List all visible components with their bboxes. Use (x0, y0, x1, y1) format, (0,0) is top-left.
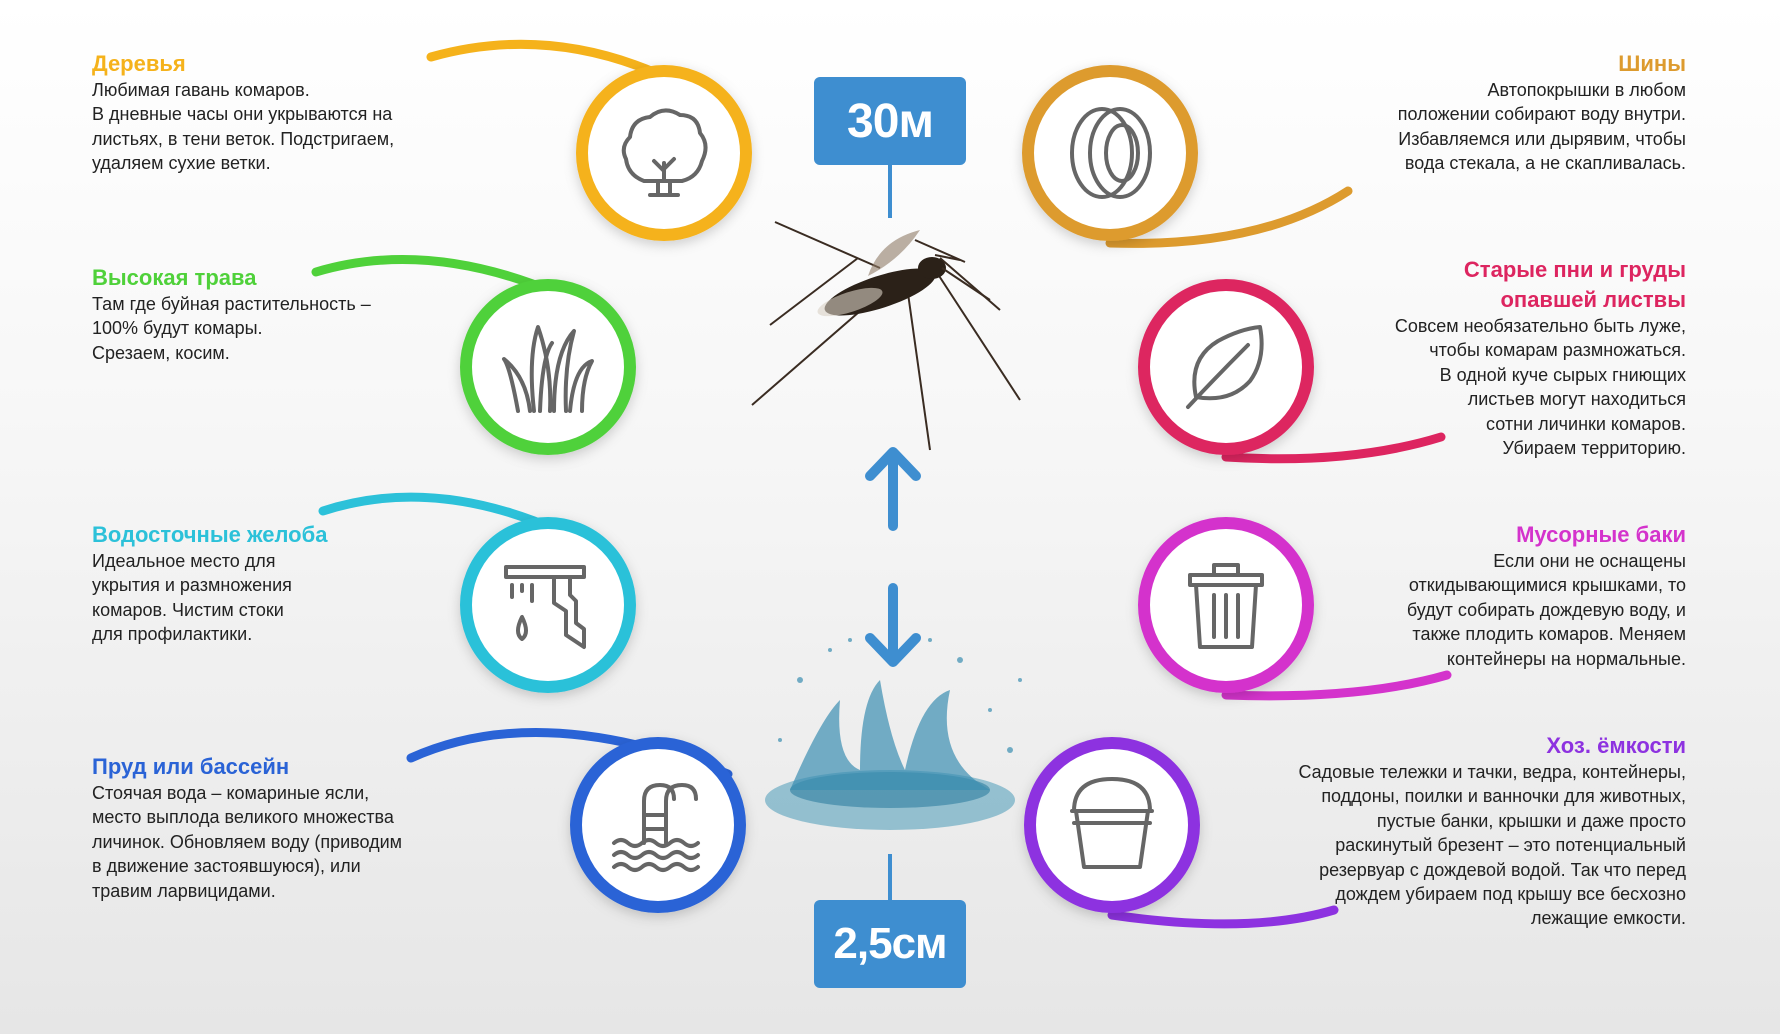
flight-height-badge: 30м (814, 77, 966, 165)
gutters-circle (460, 517, 636, 693)
arrow-down-icon (865, 583, 921, 667)
trees-block: Деревья Любимая гавань комаров. В дневны… (92, 51, 394, 176)
tires-circle (1022, 65, 1198, 241)
text-line: дождем убираем под крышу все бесхозно (1335, 884, 1686, 905)
text-line: контейнеры на нормальные. (1446, 648, 1686, 669)
pool-title: Пруд или бассейн (92, 754, 290, 779)
text-line: удаляем сухие ветки. (92, 153, 271, 174)
pool-circle (570, 737, 746, 913)
tire-icon (1070, 107, 1152, 199)
text-line: Убираем территорию. (1502, 438, 1686, 459)
text-line: 100% будут комары. (92, 318, 263, 339)
text-line: будут собирать дождевую воду, и (1406, 599, 1686, 620)
text-line: резервуар с дождевой водой. Так что пере… (1319, 859, 1686, 880)
containers-block: Хоз. ёмкости Садовые тележки и тачки, ве… (1298, 733, 1686, 931)
tree-icon (621, 108, 708, 197)
text-line: чтобы комарам размножаться. (1429, 340, 1686, 361)
text-line: Любимая гавань комаров. (92, 80, 310, 100)
text-line: Автопокрышки в любом (1487, 80, 1686, 100)
leaves-tail (1221, 432, 1446, 464)
trash-tail (1221, 670, 1452, 701)
tires-block: Шины Автопокрышки в любом положении соби… (1398, 51, 1686, 176)
trees-circle (576, 65, 752, 241)
mosquito-image (751, 221, 1021, 451)
leaves-block: Старые пни и груды опавшей листвы Совсем… (1395, 257, 1686, 460)
trash-icon (1188, 563, 1264, 649)
grass-icon (502, 325, 594, 413)
text-line: раскинутый брезент – это потенциальный (1335, 835, 1686, 856)
gutter-icon (504, 565, 586, 649)
text-line: сотни личинки комаров. (1486, 413, 1686, 434)
bucket-icon (1070, 777, 1154, 869)
text-line: откидывающимися крышками, то (1408, 575, 1686, 596)
pool-icon (612, 783, 700, 872)
text-line: Садовые тележки и тачки, ведра, контейне… (1298, 762, 1686, 782)
text-line: Избавляемся или дырявим, чтобы (1398, 128, 1686, 149)
water-splash-image (765, 638, 1022, 830)
text-line: положении собирают воду внутри. (1397, 104, 1686, 125)
text-line: Если они не оснащены (1493, 551, 1686, 571)
text-line: Там где буйная растительность – (92, 294, 371, 314)
leaf-icon (1186, 325, 1264, 409)
arrow-up-icon (865, 447, 921, 531)
leaves-title-line2: опавшей листвы (1500, 287, 1686, 312)
grass-block: Высокая трава Там где буйная растительно… (92, 265, 371, 365)
gutters-block: Водосточные желоба Идеальное место для у… (92, 522, 327, 647)
trash-title: Мусорные баки (1516, 522, 1686, 547)
text-line: для профилактики. (92, 624, 253, 645)
text-line: вода стекала, а не скапливалась. (1404, 153, 1686, 174)
text-line: место выплода великого множества (92, 807, 394, 828)
containers-tail (1107, 905, 1339, 929)
water-depth-badge: 2,5см (814, 900, 966, 988)
tires-title: Шины (1618, 51, 1686, 76)
pool-block: Пруд или бассейн Стоячая вода – комарины… (92, 754, 402, 903)
text-line: В дневные часы они укрываются на (92, 104, 393, 125)
text-line: листьев могут находиться (1467, 389, 1686, 410)
gutters-title: Водосточные желоба (92, 522, 328, 547)
text-line: Стоячая вода – комариные ясли, (92, 783, 370, 803)
text-line: личинок. Обновляем воду (приводим (92, 831, 403, 852)
text-line: листьях, в тени веток. Подстригаем, (92, 128, 395, 149)
text-line: Срезаем, косим. (92, 342, 230, 363)
leaves-title: Старые пни и груды (1463, 257, 1686, 282)
grass-title: Высокая трава (92, 265, 257, 290)
text-line: в движение застоявшуюся), или (92, 856, 361, 877)
text-line: Идеальное место для (92, 551, 276, 571)
text-line: травим ларвицидами. (92, 880, 276, 901)
text-line: лежащие емкости. (1530, 908, 1686, 929)
text-line: пустые банки, крышки и даже просто (1376, 810, 1686, 831)
text-line: поддоны, поилки и ванночки для животных, (1321, 786, 1686, 807)
text-line: укрытия и размножения (92, 575, 292, 596)
containers-title: Хоз. ёмкости (1546, 733, 1686, 758)
tires-tail (1105, 186, 1353, 248)
trash-block: Мусорные баки Если они не оснащены откид… (1407, 522, 1686, 671)
text-line: также плодить комаров. Меняем (1412, 624, 1686, 645)
text-line: В одной куче сырых гниющих (1439, 364, 1686, 385)
trees-title: Деревья (92, 51, 186, 76)
text-line: Совсем необязательно быть луже, (1394, 316, 1686, 336)
text-line: комаров. Чистим стоки (92, 599, 284, 620)
